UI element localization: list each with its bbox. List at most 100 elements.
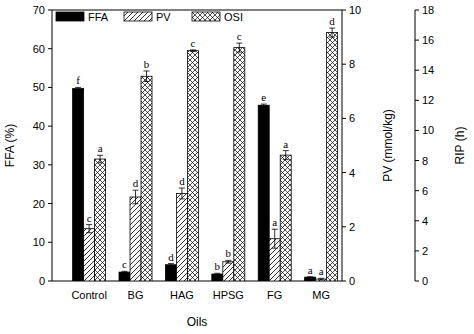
tick-label: 0 (349, 275, 355, 287)
tick-label: 10 (349, 4, 361, 16)
error-bar (133, 190, 139, 204)
error-bar (283, 151, 289, 160)
tick (415, 190, 419, 191)
category-label: FG (267, 289, 282, 301)
tick-label: 8 (422, 155, 428, 167)
tick (415, 160, 419, 161)
significance-letter: c (237, 30, 242, 42)
tick-label: 0 (422, 275, 428, 287)
tick-label: 8 (349, 58, 355, 70)
bar (316, 279, 327, 281)
error-bar (190, 50, 196, 52)
significance-letter: b (226, 247, 232, 259)
error-bar (225, 260, 231, 263)
tick-label: 2 (349, 221, 355, 233)
legend-label: PV (156, 11, 171, 23)
category-label: BG (128, 289, 144, 301)
significance-letter: d (329, 15, 335, 27)
tick-label: 4 (349, 167, 355, 179)
significance-letter: c (122, 258, 127, 270)
tick (48, 164, 52, 165)
significance-letter: a (319, 265, 324, 277)
bar (187, 51, 198, 281)
error-bar (122, 271, 128, 273)
y-label: FFA (%) (3, 124, 17, 167)
error-bar (86, 225, 92, 233)
tick (48, 10, 52, 11)
bar (258, 105, 269, 281)
tick (342, 10, 346, 11)
significance-letter: b (144, 58, 150, 70)
error-bar (329, 28, 335, 37)
tick-label: 2 (422, 245, 428, 257)
tick-label: 18 (422, 4, 434, 16)
category-label: HAG (170, 289, 194, 301)
bar (223, 262, 234, 281)
error-bar (307, 276, 313, 278)
error-bar (97, 155, 103, 163)
tick-label: 20 (33, 198, 45, 210)
significance-letter: b (215, 260, 221, 272)
tick (48, 126, 52, 127)
error-bar (214, 273, 220, 275)
tick (342, 172, 346, 173)
legend-swatch (56, 12, 84, 21)
tick-label: 4 (422, 215, 428, 227)
significance-letter: c (87, 212, 92, 224)
tick-label: 14 (422, 64, 434, 76)
bar (141, 76, 152, 281)
bars (73, 28, 338, 281)
significance-letter: d (133, 177, 139, 189)
category-label: MG (312, 289, 330, 301)
chart: 0102030405060700246810024681012141618FFA… (0, 0, 474, 334)
significance-letter: c (190, 37, 195, 49)
category-label: HPSG (213, 289, 244, 301)
tick (48, 242, 52, 243)
tick (415, 10, 419, 11)
bar (84, 229, 95, 281)
y-axis (52, 10, 53, 281)
y2-label: PV (mmol/kg) (381, 109, 395, 182)
tick-label: 70 (33, 4, 45, 16)
tick (415, 250, 419, 251)
y3-label: RIP (h) (453, 127, 467, 165)
bar (119, 272, 130, 281)
tick-label: 16 (422, 34, 434, 46)
tick (415, 130, 419, 131)
error-bar (168, 264, 174, 266)
significance-letter: a (308, 264, 313, 276)
tick (48, 281, 52, 282)
tick (415, 40, 419, 41)
bar (176, 193, 187, 281)
significance-letter: a (98, 142, 103, 154)
tick (342, 281, 346, 282)
significance-letter: e (261, 91, 266, 103)
tick (342, 64, 346, 65)
bar (212, 274, 223, 281)
tick-label: 60 (33, 43, 45, 55)
tick (415, 100, 419, 101)
bar (165, 265, 176, 281)
error-bar (318, 278, 324, 280)
error-bar (236, 43, 242, 52)
tick-label: 10 (33, 236, 45, 248)
error-bar (75, 87, 81, 89)
tick-label: 50 (33, 81, 45, 93)
legend-label: OSI (224, 11, 243, 23)
error-bar (179, 188, 185, 199)
significance-letter: f (76, 74, 80, 86)
bar (327, 33, 338, 281)
significance-letter: a (283, 138, 288, 150)
tick (48, 87, 52, 88)
legend-label: FFA (88, 11, 109, 23)
bar (280, 155, 291, 281)
bar (95, 159, 106, 281)
tick (342, 226, 346, 227)
tick-label: 40 (33, 120, 45, 132)
tick-label: 12 (422, 94, 434, 106)
significance-letter: a (272, 216, 277, 228)
tick (415, 70, 419, 71)
tick-label: 0 (39, 275, 45, 287)
bar (305, 277, 316, 281)
tick-label: 6 (422, 185, 428, 197)
